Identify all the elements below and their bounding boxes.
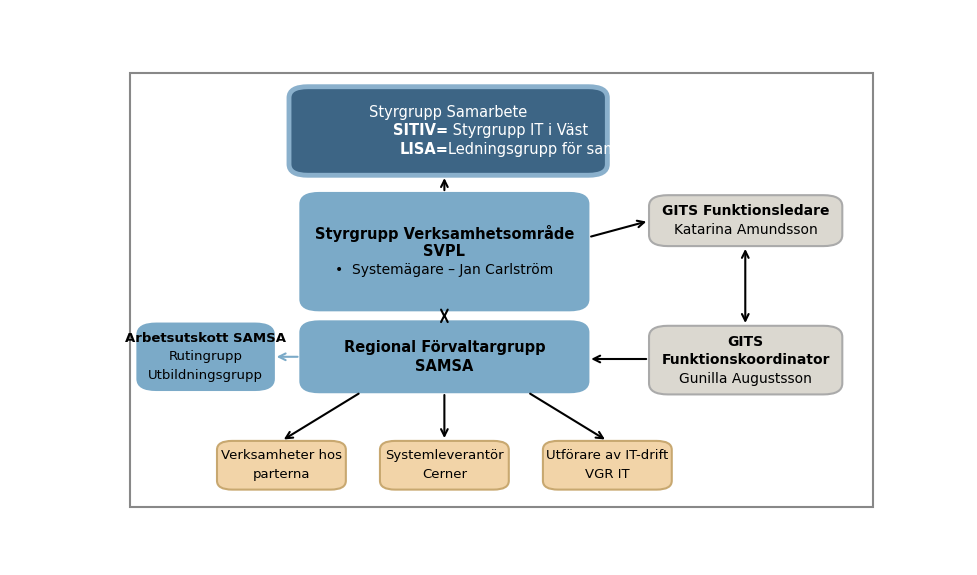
Text: SAMSA: SAMSA (415, 359, 473, 374)
Text: Utbildningsgrupp: Utbildningsgrupp (148, 369, 263, 382)
Text: Arbetsutskott SAMSA: Arbetsutskott SAMSA (125, 332, 286, 344)
Text: •  Systemägare – Jan Carlström: • Systemägare – Jan Carlström (335, 263, 553, 277)
Text: LISA=: LISA= (399, 142, 447, 157)
Text: VGR IT: VGR IT (584, 468, 629, 481)
Text: Ledningsgrupp för samverkan  VGR/VGK: Ledningsgrupp för samverkan VGR/VGK (447, 142, 743, 157)
Text: Styrgrupp IT i Väst: Styrgrupp IT i Väst (447, 124, 588, 139)
Text: Systemleverantör: Systemleverantör (385, 450, 503, 462)
Text: SVPL: SVPL (423, 244, 465, 259)
FancyBboxPatch shape (649, 195, 841, 246)
Text: Verksamheter hos: Verksamheter hos (221, 450, 342, 462)
Text: Cerner: Cerner (421, 468, 466, 481)
Text: Katarina Amundsson: Katarina Amundsson (673, 223, 817, 237)
Text: parterna: parterna (252, 468, 310, 481)
Text: Utförare av IT-drift: Utförare av IT-drift (545, 450, 668, 462)
Text: Regional Förvaltargrupp: Regional Förvaltargrupp (343, 340, 544, 355)
Text: Funktionskoordinator: Funktionskoordinator (660, 353, 829, 367)
FancyBboxPatch shape (289, 87, 607, 175)
FancyBboxPatch shape (300, 321, 588, 392)
Text: Styrgrupp Samarbete: Styrgrupp Samarbete (368, 105, 527, 120)
Text: GITS Funktionsledare: GITS Funktionsledare (661, 204, 828, 218)
FancyBboxPatch shape (300, 193, 588, 310)
Text: Rutingrupp: Rutingrupp (168, 350, 242, 363)
FancyBboxPatch shape (649, 326, 841, 394)
Text: Styrgrupp Verksamhetsområde: Styrgrupp Verksamhetsområde (315, 225, 573, 242)
FancyBboxPatch shape (137, 324, 274, 390)
FancyBboxPatch shape (542, 441, 671, 490)
Text: Gunilla Augustsson: Gunilla Augustsson (679, 371, 811, 386)
FancyBboxPatch shape (217, 441, 346, 490)
Text: SITIV=: SITIV= (393, 124, 447, 139)
FancyBboxPatch shape (379, 441, 508, 490)
Text: GITS: GITS (727, 335, 763, 348)
